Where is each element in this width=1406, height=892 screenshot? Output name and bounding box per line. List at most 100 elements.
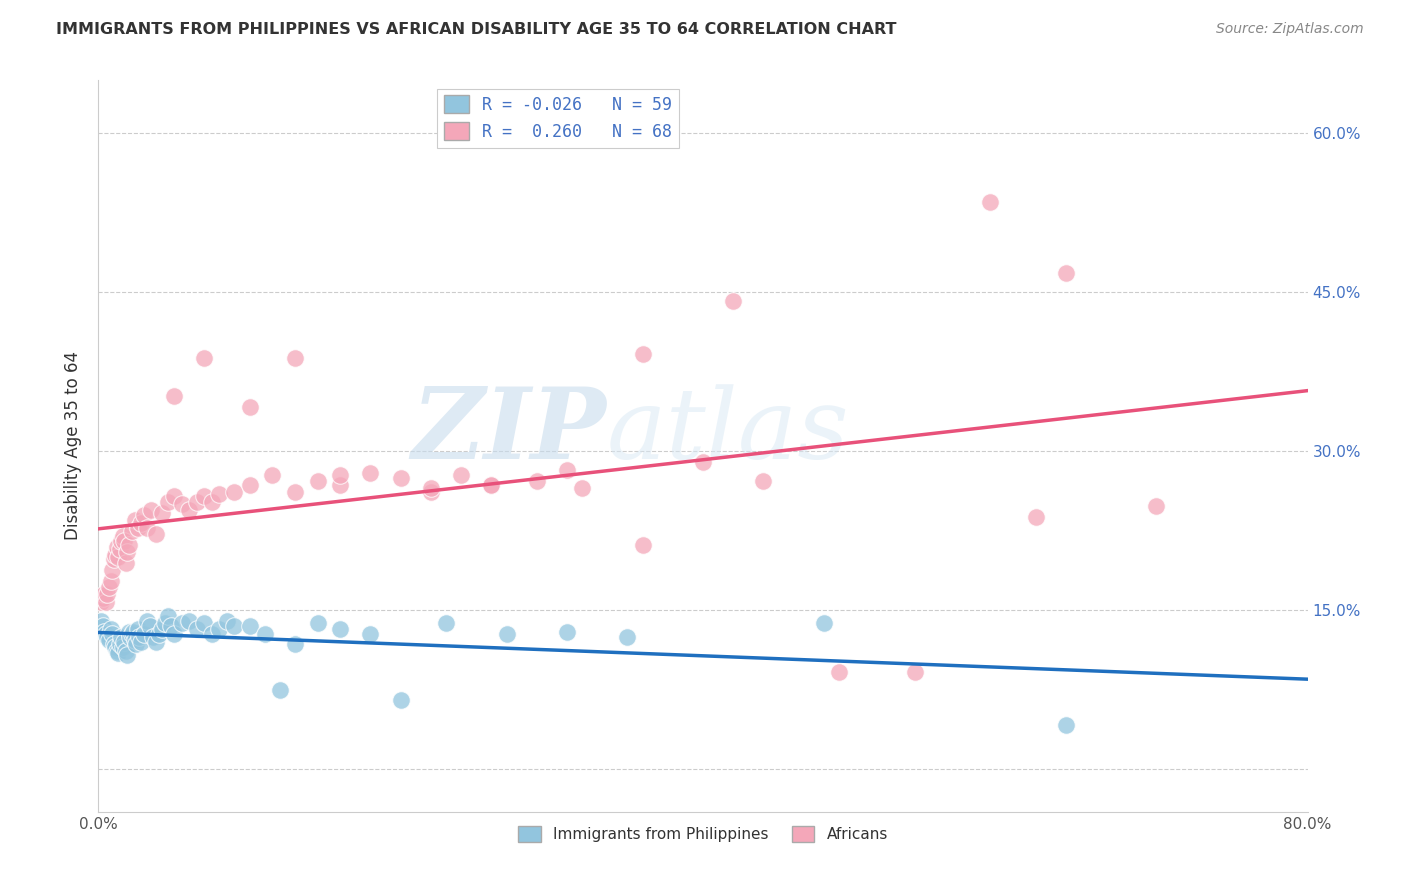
Point: [692, 455, 714, 469]
Point: [208, 486, 231, 500]
Point: [132, 626, 155, 640]
Point: [156, 608, 179, 623]
Point: [91, 591, 114, 605]
Point: [110, 630, 132, 644]
Point: [481, 478, 503, 492]
Point: [104, 548, 127, 562]
Point: [94, 626, 117, 640]
Point: [114, 556, 136, 570]
Point: [125, 637, 148, 651]
Point: [239, 478, 262, 492]
Point: [121, 626, 143, 640]
Point: [420, 482, 443, 496]
Point: [329, 478, 352, 492]
Point: [115, 545, 138, 559]
Point: [142, 630, 165, 644]
Y-axis label: Disability Age 35 to 64: Disability Age 35 to 64: [65, 351, 83, 541]
Point: [193, 615, 215, 630]
Point: [108, 637, 131, 651]
Point: [979, 195, 1001, 210]
Point: [828, 665, 851, 679]
Point: [129, 635, 152, 649]
Point: [100, 623, 122, 637]
Point: [135, 521, 157, 535]
Text: IMMIGRANTS FROM PHILIPPINES VS AFRICAN DISABILITY AGE 35 TO 64 CORRELATION CHART: IMMIGRANTS FROM PHILIPPINES VS AFRICAN D…: [56, 22, 897, 37]
Point: [481, 478, 503, 492]
Point: [253, 626, 276, 640]
Text: ZIP: ZIP: [412, 384, 606, 480]
Point: [127, 521, 149, 535]
Point: [389, 693, 412, 707]
Point: [124, 513, 146, 527]
Point: [262, 467, 284, 482]
Point: [93, 587, 115, 601]
Point: [307, 615, 329, 630]
Point: [170, 615, 193, 630]
Point: [284, 351, 307, 365]
Point: [813, 615, 835, 630]
Point: [307, 474, 329, 488]
Point: [201, 626, 224, 640]
Point: [114, 643, 136, 657]
Point: [129, 516, 152, 531]
Point: [132, 508, 155, 522]
Point: [201, 495, 224, 509]
Point: [104, 640, 127, 655]
Point: [90, 614, 112, 628]
Point: [186, 495, 208, 509]
Point: [284, 484, 307, 499]
Point: [329, 467, 352, 482]
Point: [1144, 500, 1167, 514]
Point: [124, 632, 146, 647]
Point: [239, 400, 262, 414]
Point: [121, 524, 143, 538]
Point: [160, 619, 183, 633]
Point: [284, 637, 307, 651]
Point: [135, 614, 157, 628]
Point: [389, 471, 412, 485]
Point: [110, 534, 132, 549]
Point: [141, 502, 163, 516]
Text: atlas: atlas: [606, 384, 849, 479]
Point: [122, 624, 145, 639]
Point: [631, 538, 654, 552]
Point: [112, 635, 135, 649]
Point: [96, 587, 118, 601]
Point: [163, 389, 186, 403]
Point: [179, 614, 201, 628]
Point: [193, 489, 215, 503]
Point: [555, 463, 578, 477]
Point: [193, 351, 215, 365]
Point: [118, 624, 141, 639]
Point: [145, 635, 167, 649]
Point: [118, 538, 141, 552]
Point: [145, 527, 167, 541]
Point: [434, 615, 457, 630]
Point: [115, 648, 138, 662]
Point: [495, 626, 517, 640]
Point: [170, 497, 193, 511]
Point: [1054, 266, 1077, 280]
Point: [153, 615, 176, 630]
Point: [120, 630, 142, 644]
Point: [1054, 718, 1077, 732]
Point: [105, 643, 128, 657]
Point: [616, 630, 638, 644]
Point: [150, 623, 173, 637]
Point: [103, 637, 125, 651]
Point: [163, 626, 186, 640]
Point: [179, 502, 201, 516]
Point: [571, 482, 593, 496]
Point: [111, 640, 134, 655]
Point: [94, 595, 117, 609]
Point: [329, 623, 352, 637]
Point: [156, 495, 179, 509]
Text: Source: ZipAtlas.com: Source: ZipAtlas.com: [1216, 22, 1364, 37]
Point: [723, 293, 745, 308]
Point: [450, 467, 472, 482]
Point: [631, 347, 654, 361]
Point: [101, 626, 124, 640]
Point: [224, 619, 246, 633]
Point: [215, 614, 238, 628]
Point: [150, 506, 173, 520]
